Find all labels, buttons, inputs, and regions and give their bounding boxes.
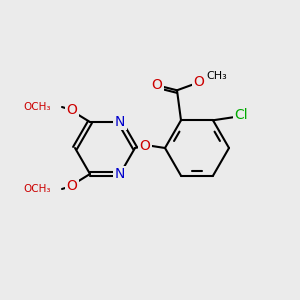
- Text: O: O: [152, 78, 162, 92]
- Text: N: N: [115, 115, 125, 129]
- Text: N: N: [115, 167, 125, 181]
- Text: OCH₃: OCH₃: [23, 102, 51, 112]
- Text: O: O: [67, 103, 77, 117]
- Text: CH₃: CH₃: [207, 71, 227, 81]
- Text: O: O: [67, 179, 77, 193]
- Text: O: O: [194, 75, 204, 89]
- Text: OCH₃: OCH₃: [23, 184, 51, 194]
- Text: Cl: Cl: [234, 108, 248, 122]
- Text: O: O: [140, 139, 150, 153]
